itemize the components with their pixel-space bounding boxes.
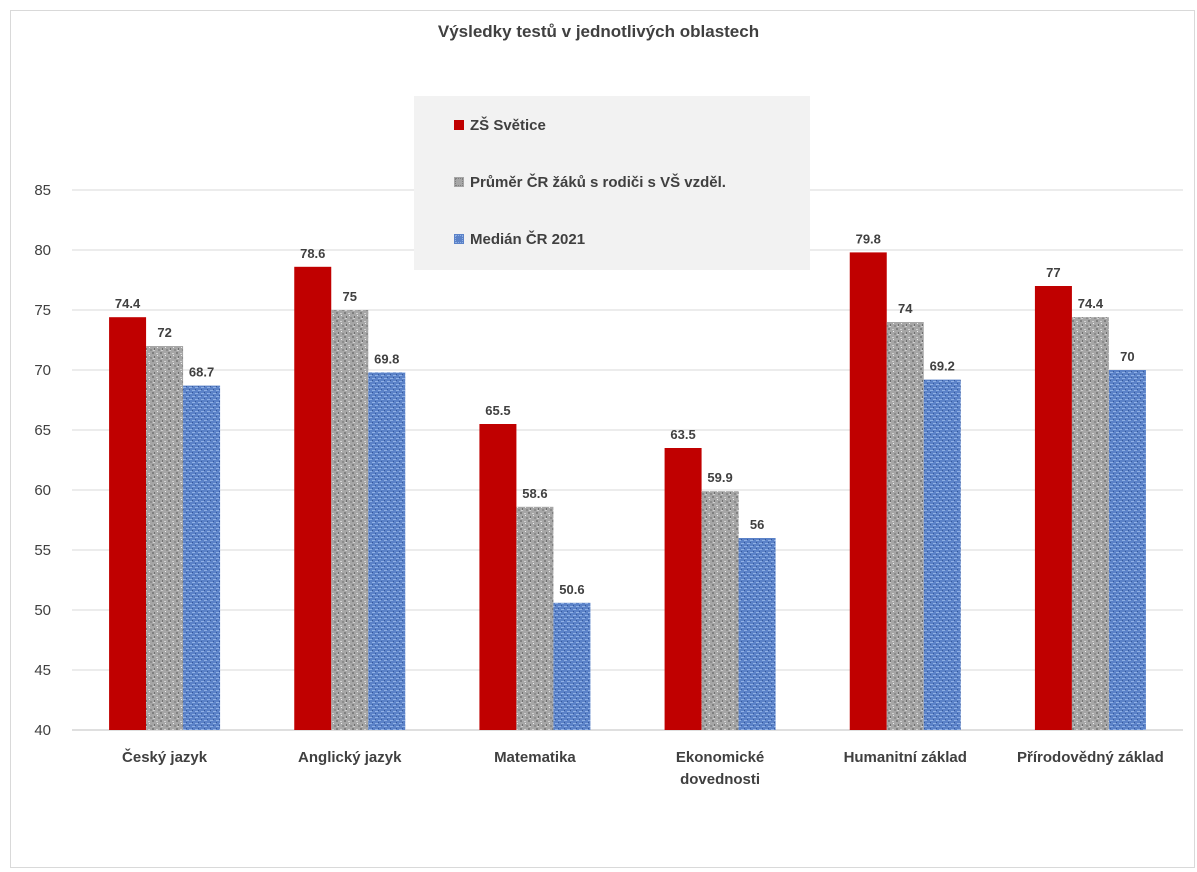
bar-median-cr [183,385,221,730]
bar-median-cr [738,538,776,730]
bar-prumer-cr [701,491,739,730]
data-label: 74.4 [1078,296,1104,311]
bar-median-cr [923,379,961,730]
data-label: 69.2 [930,359,955,374]
legend-label: Průměr ČR žáků s rodiči s VŠ vzděl. [470,173,726,191]
data-label: 65.5 [485,403,510,418]
data-label: 59.9 [707,470,732,485]
data-label: 77 [1046,265,1060,280]
y-tick-label: 65 [34,422,51,439]
data-label: 78.6 [300,246,325,261]
bar-prumer-cr [1071,317,1109,730]
bar-zs-svetice [109,317,147,730]
y-tick-label: 55 [34,542,51,559]
data-label: 50.6 [559,582,584,597]
bar-zs-svetice [479,424,517,730]
legend-item-zs-svetice: ZŠ Světice [454,115,546,135]
category-label: dovednosti [680,771,760,788]
bar-zs-svetice [294,266,332,730]
y-tick-label: 75 [34,302,51,319]
data-label: 75 [343,289,357,304]
y-tick-label: 70 [34,362,51,379]
legend-swatch-solid-red [454,120,464,130]
y-tick-label: 85 [34,182,51,199]
legend-swatch-granite [454,177,464,187]
y-tick-label: 45 [34,662,51,679]
data-label: 56 [750,517,764,532]
legend-item-prumer-cr: Průměr ČR žáků s rodiči s VŠ vzděl. [454,172,726,192]
data-label: 74 [898,301,913,316]
bar-zs-svetice [849,252,887,730]
data-label: 79.8 [856,231,881,246]
bar-zs-svetice [1034,286,1072,730]
category-label: Český jazyk [122,748,208,766]
data-label: 72 [157,325,171,340]
chart-title: Výsledky testů v jednotlivých oblastech [437,22,760,41]
data-label: 58.6 [522,486,547,501]
data-label: 68.7 [189,365,214,380]
legend: ZŠ Světice Průměr ČR žáků s rodiči s VŠ … [414,96,810,270]
bar-zs-svetice [664,448,702,730]
legend-label: Medián ČR 2021 [470,230,586,248]
bar-median-cr [1108,370,1146,730]
bar-prumer-cr [146,346,184,730]
bar-prumer-cr [331,310,369,730]
y-tick-label: 80 [34,242,51,259]
category-label: Ekonomické [676,749,764,766]
data-label: 69.8 [374,351,399,366]
category-label: Přírodovědný základ [1017,749,1164,766]
bar-median-cr [368,372,406,730]
category-label: Humanitní základ [844,749,967,766]
data-label: 70 [1120,349,1134,364]
legend-label: ZŠ Světice [470,116,546,134]
bar-prumer-cr [886,322,924,730]
y-axis-ticks: 40 45 50 55 60 65 70 75 80 85 [34,182,51,739]
x-axis-categories: Český jazyk Anglický jazyk Matematika Ekono… [122,748,1164,788]
data-label: 63.5 [670,427,695,442]
data-label: 74.4 [115,296,141,311]
y-tick-label: 50 [34,602,51,619]
bar-prumer-cr [516,506,554,730]
legend-swatch-weave [454,234,464,244]
category-label: Anglický jazyk [298,749,402,766]
y-tick-label: 60 [34,482,51,499]
gridlines [72,189,1183,731]
data-labels: 74.4 72 68.7 78.6 75 69.8 65.5 58.6 50.6 63.5 59.9… [115,231,1135,596]
bar-median-cr [553,602,591,730]
y-tick-label: 40 [34,722,51,739]
category-label: Matematika [494,749,576,766]
legend-item-median-cr: Medián ČR 2021 [454,229,585,249]
bars [109,252,1146,730]
